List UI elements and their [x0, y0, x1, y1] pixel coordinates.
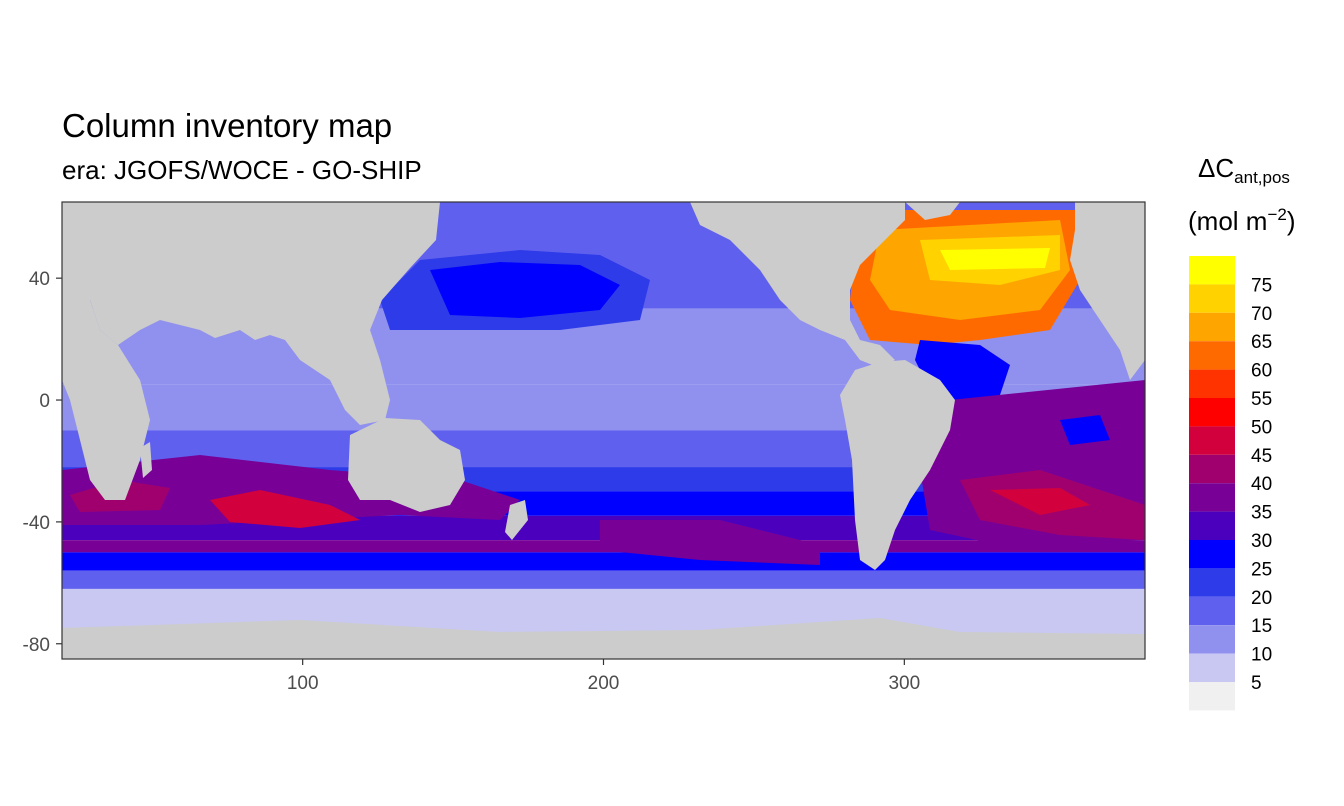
x-axis: 100 200 300: [287, 659, 920, 694]
legend-key: [1189, 625, 1235, 654]
legend-key: [1189, 369, 1235, 398]
land-nz: [505, 500, 528, 540]
land-antarctica: [62, 618, 1145, 659]
legend-key: [1189, 256, 1235, 285]
legend-label: 50: [1251, 417, 1272, 438]
land-africa: [62, 300, 150, 500]
legend-key: [1189, 341, 1235, 370]
land-australia: [348, 418, 465, 512]
south-atlantic-low: [1060, 415, 1110, 445]
legend-title-line2: (mol m−2): [1188, 205, 1296, 236]
y-tick-label: 40: [29, 269, 50, 290]
y-axis: 40 0 -40 -80: [23, 269, 62, 656]
legend-key: [1189, 284, 1235, 313]
x-tick-label: 100: [287, 673, 319, 694]
chart-subtitle: era: JGOFS/WOCE - GO-SHIP: [62, 155, 422, 185]
indian-max: [210, 490, 360, 528]
x-tick-label: 300: [888, 673, 920, 694]
land-south-america: [840, 360, 955, 570]
legend-label: 70: [1251, 304, 1272, 325]
legend-key: [1189, 596, 1235, 626]
legend-label: 60: [1251, 361, 1272, 382]
legend-label: 55: [1251, 389, 1272, 410]
land-asia: [62, 202, 440, 425]
land-mask: [62, 202, 1145, 659]
land-madagascar: [140, 442, 152, 478]
south-pacific-band: [600, 520, 820, 565]
north-pacific-core: [430, 262, 620, 318]
legend-label: 65: [1251, 332, 1272, 353]
legend-label: 10: [1251, 645, 1272, 666]
legend-label: 25: [1251, 559, 1272, 580]
land-europe-africa-east: [1070, 202, 1145, 380]
chart-title: Column inventory map: [62, 107, 392, 144]
legend-label: 15: [1251, 616, 1272, 637]
legend-label: 5: [1251, 673, 1262, 694]
ocean-band: [62, 552, 1145, 571]
legend-label: 75: [1251, 275, 1272, 296]
legend-key: [1189, 568, 1235, 597]
map-panel: [61, 201, 1146, 660]
legend-key: [1189, 398, 1235, 427]
legend-key: [1189, 454, 1235, 484]
legend-label: 30: [1251, 531, 1272, 552]
legend-keys: 75 70 65 60 55 50 45 40 35 30 25 20 15 10 5: [1189, 256, 1272, 711]
legend-label: 40: [1251, 474, 1272, 495]
legend: ΔCant,pos (mol m−2) 75 70 65 60 55 50 45 40 35 30…: [1188, 153, 1296, 711]
y-tick-label: -80: [23, 635, 50, 656]
legend-key: [1189, 312, 1235, 342]
south-atlantic-max: [990, 488, 1090, 515]
legend-label: 20: [1251, 588, 1272, 609]
legend-label: 45: [1251, 446, 1272, 467]
indian-mode-water: [62, 455, 520, 525]
legend-key: [1189, 653, 1235, 682]
land-north-america: [690, 202, 905, 368]
x-tick-label: 200: [588, 673, 620, 694]
legend-key: [1189, 511, 1235, 540]
north-atlantic-max: [940, 248, 1050, 270]
legend-key: [1189, 426, 1235, 455]
y-tick-label: -40: [23, 513, 50, 534]
legend-title-line1: ΔCant,pos: [1198, 153, 1290, 187]
legend-label: 35: [1251, 503, 1272, 524]
ocean-band: [62, 570, 1145, 589]
legend-key: [1189, 540, 1235, 569]
y-tick-label: 0: [39, 391, 50, 412]
land-greenland: [905, 202, 960, 220]
legend-key: [1189, 682, 1235, 711]
legend-key: [1189, 483, 1235, 512]
